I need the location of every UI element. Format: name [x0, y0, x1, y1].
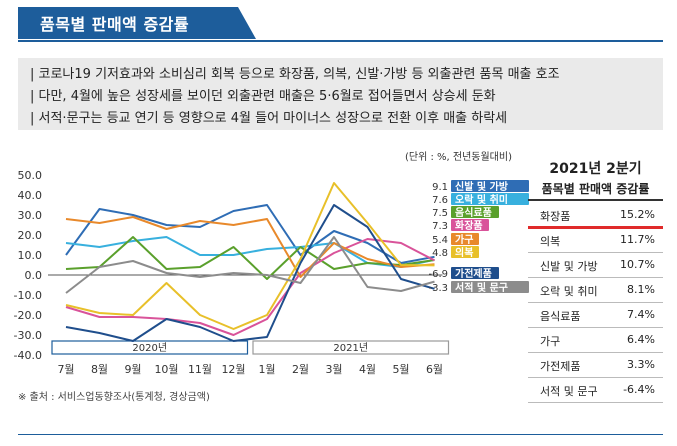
page-title: 품목별 판매액 증감률	[40, 15, 190, 34]
series-end-value: -6.9	[428, 269, 448, 280]
ranking-row: 가전제품 3.3%	[528, 353, 663, 378]
ranking-row: 화장품 15.2%	[528, 203, 663, 228]
y-tick-label: 30.0	[18, 209, 43, 222]
ranking-item-name: 음식료품	[540, 310, 581, 323]
ranking-row: 서적 및 문구 -6.4%	[528, 378, 663, 403]
ranking-item-value: 6.4%	[627, 333, 655, 346]
ranking-row: 가구 6.4%	[528, 328, 663, 353]
series-legend-badge	[451, 246, 479, 258]
series-end-value: 5.4	[432, 235, 448, 246]
series-line	[65, 236, 435, 294]
unit-note: (단위 : %, 전년동월대비)	[405, 152, 512, 163]
period-band-label: 2020년	[132, 342, 167, 354]
ranking-row: 의복 11.7%	[528, 228, 663, 253]
series-legend-label: 신발 및 가방	[455, 180, 509, 193]
series-line	[65, 204, 435, 264]
x-tick-label: 3월	[325, 363, 342, 376]
ranking-item-name: 가전제품	[540, 360, 581, 373]
series-legend-badge	[451, 206, 499, 218]
ranking-item-value: 7.4%	[627, 308, 655, 321]
y-tick-label: -20.0	[14, 309, 42, 322]
x-tick-label: 4월	[359, 363, 376, 376]
series-legend-badge	[451, 193, 529, 205]
series-legend-badge	[451, 219, 489, 231]
x-tick-label: 7월	[57, 363, 74, 376]
y-tick-label: -30.0	[14, 329, 42, 342]
ranking-row: 음식료품 7.4%	[528, 303, 663, 328]
series-end-value: 4.8	[432, 248, 448, 259]
series-legend-badge	[451, 281, 529, 293]
series-end-value: 7.3	[432, 221, 448, 232]
y-tick-label: 40.0	[18, 189, 43, 202]
series-line	[65, 236, 435, 280]
series-legend-label: 서적 및 문구	[455, 281, 508, 294]
series-legend-label: 화장품	[455, 219, 483, 232]
summary-line-1: | 코로나19 기저효과와 소비심리 회복 등으로 화장품, 의복, 신발·가방…	[30, 67, 560, 82]
period-band	[252, 340, 450, 355]
x-tick-label: 2월	[292, 363, 309, 376]
series-line	[65, 216, 435, 278]
x-tick-label: 10월	[154, 363, 178, 376]
ranking-item-name: 화장품	[540, 210, 571, 223]
ranking-item-value: 15.2%	[620, 208, 655, 221]
series-line	[65, 238, 435, 336]
series-end-value: -3.3	[428, 283, 448, 294]
y-tick-label: 20.0	[18, 229, 43, 242]
y-tick-label: -40.0	[14, 349, 42, 362]
x-tick-label: 6월	[426, 363, 443, 376]
x-tick-label: 9월	[124, 363, 141, 376]
summary-line-3: | 서적·문구는 등교 연기 등 영향으로 4월 들어 마이너스 성장으로 전환…	[30, 111, 508, 126]
x-tick-label: 8월	[91, 363, 108, 376]
series-legend-badge	[451, 267, 499, 279]
ranking-item-name: 신발 및 가방	[540, 260, 598, 273]
bottom-rule	[18, 434, 663, 435]
y-tick-label: 10.0	[18, 249, 43, 262]
period-band	[51, 340, 249, 355]
series-legend-badge	[451, 233, 479, 245]
series-line	[65, 182, 435, 330]
summary-box: | 코로나19 기저효과와 소비심리 회복 등으로 화장품, 의복, 신발·가방…	[18, 58, 663, 130]
ranking-item-value: 10.7%	[620, 258, 655, 271]
ranking-highlight-rule	[528, 226, 663, 229]
x-tick-label: 12월	[221, 363, 245, 376]
ranking-row: 신발 및 가방 10.7%	[528, 253, 663, 278]
ranking-item-value: 3.3%	[627, 358, 655, 371]
ranking-row: 오락 및 취미 8.1%	[528, 278, 663, 303]
title-underline	[18, 40, 663, 42]
series-legend-badge	[451, 180, 529, 192]
source-note: ※ 출처 : 서비스업동향조사(통계청, 경상금액)	[18, 392, 210, 403]
x-tick-label: 5월	[392, 363, 409, 376]
summary-line-2: | 다만, 4월에 높은 성장세를 보이던 외출관련 매출은 5·6월로 접어들…	[30, 89, 496, 104]
ranking-item-value: 11.7%	[620, 233, 655, 246]
period-band-label: 2021년	[333, 342, 368, 354]
x-tick-label: 1월	[258, 363, 275, 376]
ranking-top-rule	[528, 199, 663, 201]
ranking-item-name: 의복	[540, 235, 561, 248]
ranking-title: 품목별 판매액 증감률	[541, 182, 650, 196]
y-tick-label: -10.0	[14, 289, 42, 302]
series-line	[65, 204, 435, 342]
ranking-item-value: -6.4%	[623, 383, 655, 396]
ranking-title-year: 2021년 2분기	[549, 161, 642, 177]
series-legend-label: 가전제품	[455, 267, 492, 280]
series-end-value: 9.1	[432, 182, 448, 193]
ranking-item-value: 8.1%	[627, 283, 655, 296]
y-tick-label: 0.0	[25, 269, 43, 282]
series-legend-label: 가구	[455, 233, 473, 246]
series-legend-label: 의복	[455, 246, 473, 259]
series-end-value: 7.6	[432, 195, 448, 206]
series-end-value: 7.5	[432, 208, 448, 219]
series-legend-label: 음식료품	[455, 206, 492, 219]
ranking-item-name: 가구	[540, 335, 561, 348]
y-tick-label: 50.0	[18, 169, 43, 182]
x-tick-label: 11월	[188, 363, 212, 376]
series-legend-label: 오락 및 취미	[455, 193, 508, 206]
line-chart: 50.0 40.0 30.0 20.0 10.0 0.0 -10.0 -20.0 -30.0 -4…	[14, 169, 529, 376]
ranking-item-name: 오락 및 취미	[540, 285, 598, 298]
title-banner	[18, 7, 256, 39]
ranking-item-name: 서적 및 문구	[540, 385, 598, 398]
